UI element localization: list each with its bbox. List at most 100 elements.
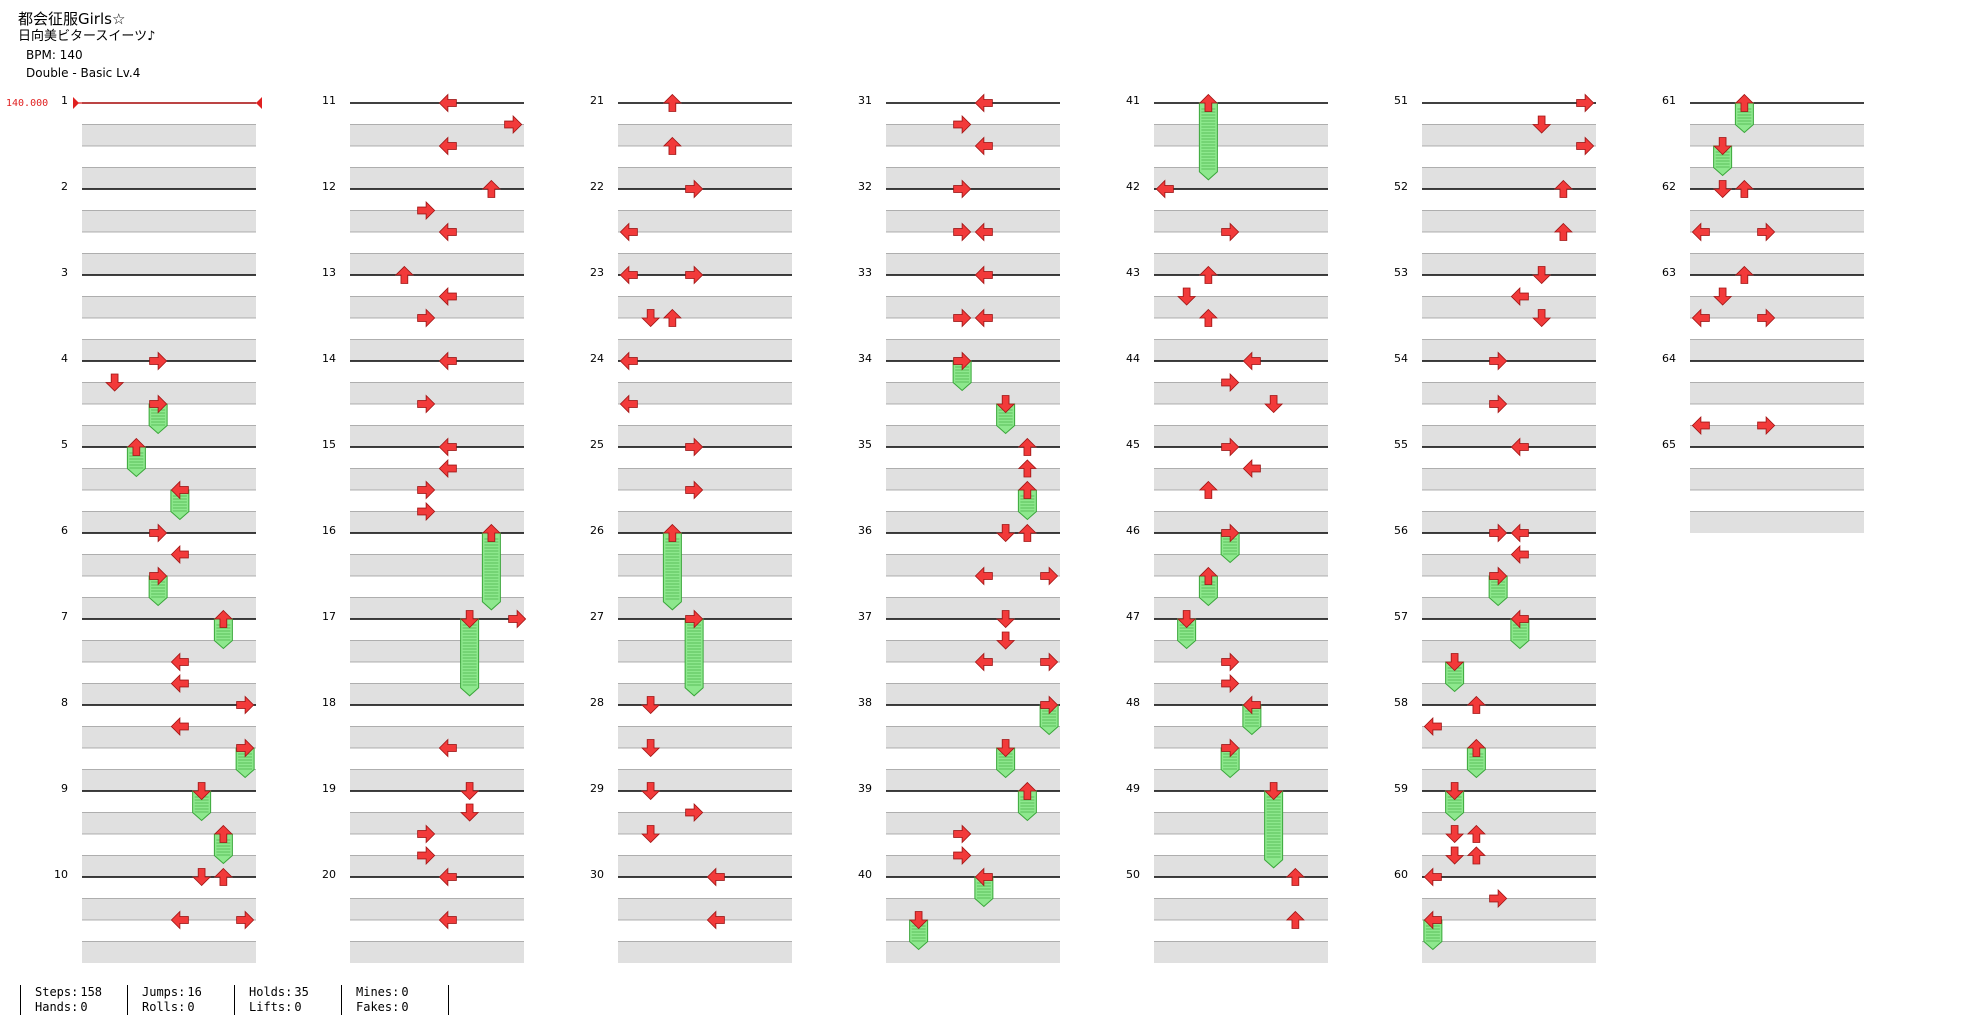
beat-band (886, 167, 1060, 189)
arrow-note (438, 286, 457, 307)
measure-number: 18 (322, 696, 336, 709)
beat-band (1422, 597, 1596, 619)
arrow-note (662, 308, 682, 327)
beat-band (1422, 339, 1596, 361)
arrow-note (105, 373, 125, 392)
stats-panel: Steps: 158 Hands: 0 Jumps: 16 Rolls: 0 Holds… (20, 985, 449, 1015)
beat-band (350, 124, 524, 146)
measure-number: 54 (1394, 352, 1408, 365)
measure-number: 36 (858, 524, 872, 537)
measure-number: 12 (322, 180, 336, 193)
arrow-note (641, 309, 661, 328)
arrow-note (1285, 867, 1305, 886)
measure-number: 58 (1394, 696, 1408, 709)
measure-number: 21 (590, 94, 604, 107)
arrow-note (438, 136, 457, 156)
arrow-note (1242, 695, 1261, 715)
arrow-note (1242, 458, 1261, 479)
arrow-note (685, 179, 704, 199)
beat-band (618, 640, 792, 662)
arrow-note (685, 480, 704, 500)
arrow-note (1198, 93, 1218, 112)
arrow-note (1510, 609, 1529, 629)
beat-band (886, 640, 1060, 662)
measure-number: 48 (1126, 696, 1140, 709)
beat-band (350, 941, 524, 963)
stat-label: Mines: (356, 985, 400, 999)
beat-band (1154, 124, 1328, 146)
beat-band (618, 253, 792, 275)
arrow-note (438, 458, 457, 479)
beat-band (1422, 726, 1596, 748)
measure-number: 10 (54, 868, 68, 881)
arrow-note (417, 308, 436, 328)
arrow-note (706, 867, 725, 887)
arrow-note (685, 265, 704, 285)
arrow-note (417, 824, 436, 844)
beat-band (1154, 769, 1328, 791)
arrow-note (508, 609, 527, 629)
beat-band (1422, 296, 1596, 318)
hold-body (481, 532, 501, 611)
beat-band (350, 296, 524, 318)
beat-band (82, 941, 256, 963)
beat-band (886, 554, 1060, 576)
arrow-note (953, 222, 972, 242)
beat-band (82, 425, 256, 447)
stat-label: Lifts: (249, 1000, 293, 1014)
arrow-note (1017, 437, 1037, 456)
measure-number: 11 (322, 94, 336, 107)
stat-value: 0 (401, 1000, 409, 1014)
arrow-note (1510, 523, 1529, 543)
arrow-note (417, 501, 436, 522)
arrow-note (953, 845, 972, 866)
arrow-note (1177, 610, 1197, 629)
arrow-note (213, 609, 233, 628)
arrow-note (213, 867, 233, 886)
beat-band (886, 382, 1060, 404)
beat-band (1154, 726, 1328, 748)
stat-label: Jumps: (142, 985, 186, 999)
measure-number: 2 (61, 180, 68, 193)
stats-column: Mines: 0 Fakes: 0 (341, 985, 449, 1015)
beat-band (886, 253, 1060, 275)
hold-note (481, 532, 501, 611)
stat-label: Hands: (35, 1000, 79, 1014)
arrow-note (662, 93, 682, 112)
arrow-note (1532, 266, 1552, 285)
arrow-note (996, 524, 1016, 543)
beat-band (82, 855, 256, 877)
beat-band (1154, 339, 1328, 361)
arrow-note (953, 179, 972, 199)
measure-number: 4 (61, 352, 68, 365)
measure-number: 1 (61, 94, 68, 107)
beat-band (1422, 382, 1596, 404)
measure-number: 62 (1662, 180, 1676, 193)
beat-band (1154, 210, 1328, 232)
hold-body (662, 532, 682, 611)
arrow-note (417, 200, 436, 221)
stat-value: 0 (80, 1000, 88, 1014)
measure-number: 9 (61, 782, 68, 795)
arrow-note (996, 395, 1016, 414)
measure-number: 28 (590, 696, 604, 709)
measure-number: 27 (590, 610, 604, 623)
measure-number: 5 (61, 438, 68, 451)
measure-number: 37 (858, 610, 872, 623)
arrow-note (1757, 222, 1776, 242)
arrow-note (126, 437, 146, 456)
measure-number: 32 (858, 180, 872, 193)
arrow-note (192, 782, 212, 801)
beat-band (886, 296, 1060, 318)
arrow-note (149, 394, 168, 414)
measure-number: 13 (322, 266, 336, 279)
beat-band (82, 597, 256, 619)
arrow-note (685, 437, 704, 457)
beat-band (1154, 425, 1328, 447)
arrow-note (1510, 544, 1529, 565)
measure-number: 50 (1126, 868, 1140, 881)
beat-band (1690, 511, 1864, 533)
beat-band (1690, 339, 1864, 361)
beat-band (350, 167, 524, 189)
beat-band (350, 769, 524, 791)
